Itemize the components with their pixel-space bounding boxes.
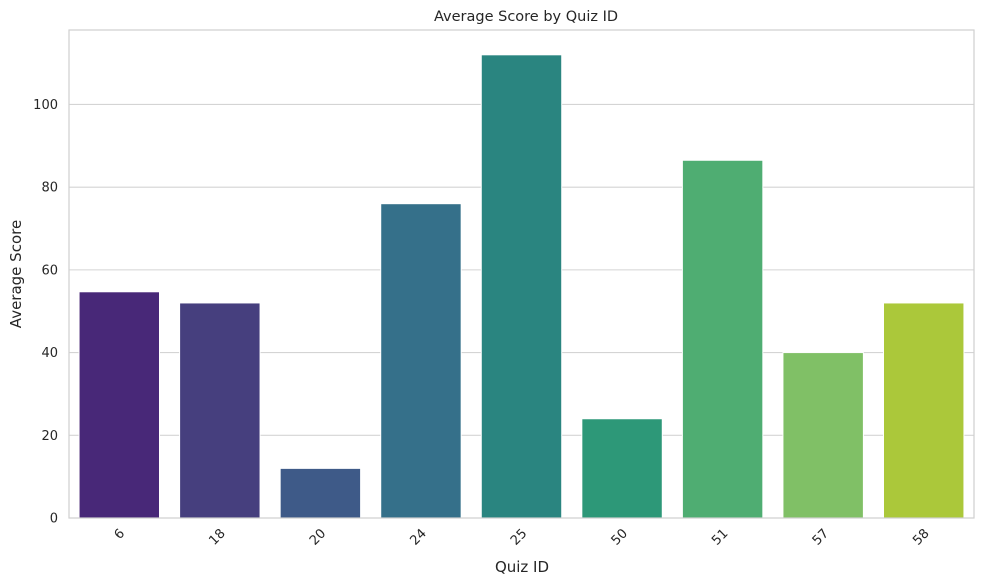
y-tick-label: 40 xyxy=(41,346,58,361)
x-tick-label: 58 xyxy=(910,526,932,548)
x-tick-label: 6 xyxy=(112,526,128,542)
bars xyxy=(78,54,965,519)
x-tick-label: 18 xyxy=(206,526,228,548)
y-tick-label: 20 xyxy=(41,429,58,444)
bar-quiz-57 xyxy=(782,352,864,519)
bar-quiz-58 xyxy=(883,302,965,519)
bar-quiz-18 xyxy=(179,302,261,519)
chart-title: Average Score by Quiz ID xyxy=(434,9,618,25)
x-axis-title: Quiz ID xyxy=(495,558,549,576)
bar-quiz-6 xyxy=(78,291,160,519)
x-tick-label: 50 xyxy=(609,526,631,548)
bar-quiz-20 xyxy=(279,467,362,519)
bar-quiz-24 xyxy=(380,203,462,519)
x-tick-label: 51 xyxy=(709,526,731,548)
y-tick-label: 60 xyxy=(41,263,58,278)
y-axis-title: Average Score xyxy=(7,220,25,328)
x-tick-label: 25 xyxy=(508,526,530,548)
bar-quiz-51 xyxy=(681,159,764,519)
bar-quiz-25 xyxy=(480,54,563,519)
x-tick-label: 57 xyxy=(810,526,832,548)
plot-frame xyxy=(68,29,975,519)
y-tick-label: 100 xyxy=(33,98,58,113)
x-tick-labels: 6 18 20 24 25 50 51 57 58 xyxy=(112,526,933,548)
y-tick-label: 0 xyxy=(50,512,58,527)
x-tick-label: 20 xyxy=(307,526,329,548)
x-tick-label: 24 xyxy=(407,526,429,548)
y-tick-labels: 0 20 40 60 80 100 xyxy=(33,98,58,527)
y-tick-label: 80 xyxy=(41,181,58,196)
bar-quiz-50 xyxy=(581,418,663,519)
